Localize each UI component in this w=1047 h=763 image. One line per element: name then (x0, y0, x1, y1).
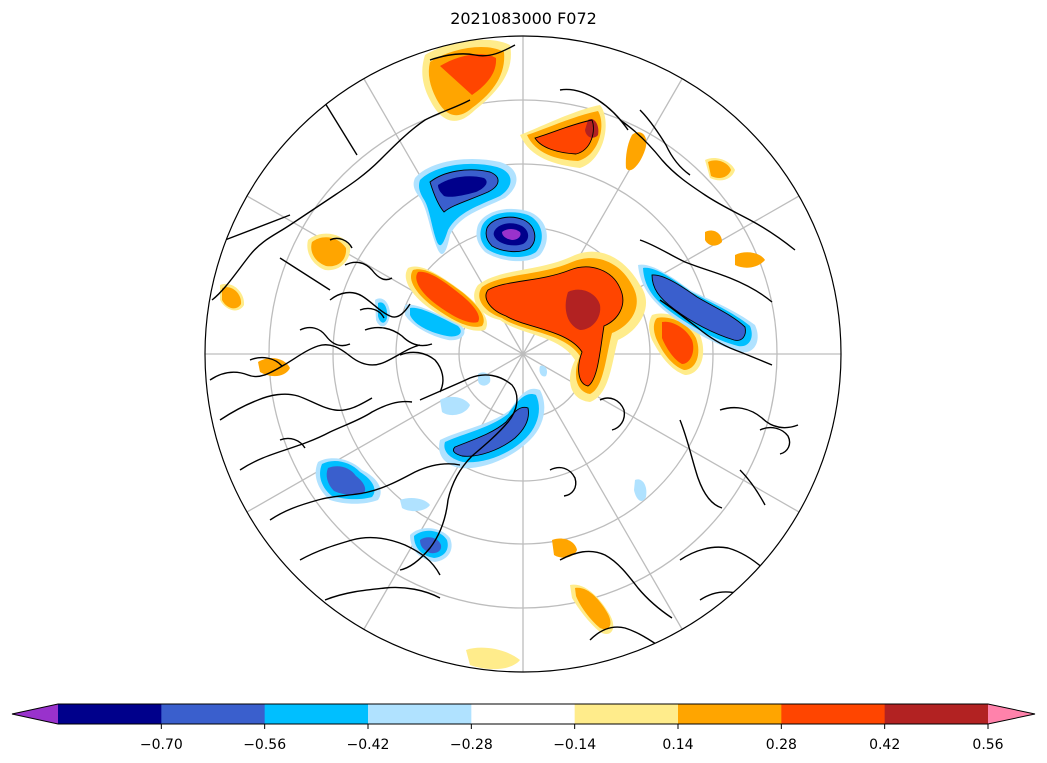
colorbar-tick-label: −0.14 (553, 737, 596, 753)
colorbar-segment (58, 704, 162, 724)
colorbar-tick-label: −0.56 (243, 737, 286, 753)
anomaly-fields (220, 39, 765, 670)
colorbar-outline (11, 703, 1036, 725)
figure-title: 2021083000 F072 (450, 9, 597, 28)
colorbar-tick-label: −0.42 (347, 737, 390, 753)
colorbar-segment (678, 704, 782, 724)
colorbar-segment (161, 704, 266, 724)
map-boundary (204, 35, 842, 673)
positive-anomaly-056 (565, 119, 601, 330)
colorbar-extend-min (12, 704, 58, 724)
colorbar-extend-max (988, 704, 1035, 724)
colorbar-segment (574, 704, 679, 724)
negative-anomaly-070 (502, 229, 521, 240)
colorbar-tick-label: 0.42 (869, 737, 900, 753)
colorbar-tick-label: 0.28 (766, 737, 797, 753)
colorbar-segment (264, 704, 369, 724)
colorbar-tick-label: −0.70 (140, 737, 183, 753)
colorbar-segment (471, 704, 576, 724)
contour-lines (429, 119, 746, 457)
polar-map (204, 35, 842, 673)
colorbar-tick-label: 0.56 (972, 737, 1003, 753)
colorbar-tick-label: 0.14 (662, 737, 693, 753)
colorbar-segment (781, 704, 886, 724)
colorbar-tick-label: −0.28 (450, 737, 493, 753)
colorbar-segment (368, 704, 472, 724)
colorbar-segment (884, 704, 989, 724)
coastlines (209, 44, 799, 649)
